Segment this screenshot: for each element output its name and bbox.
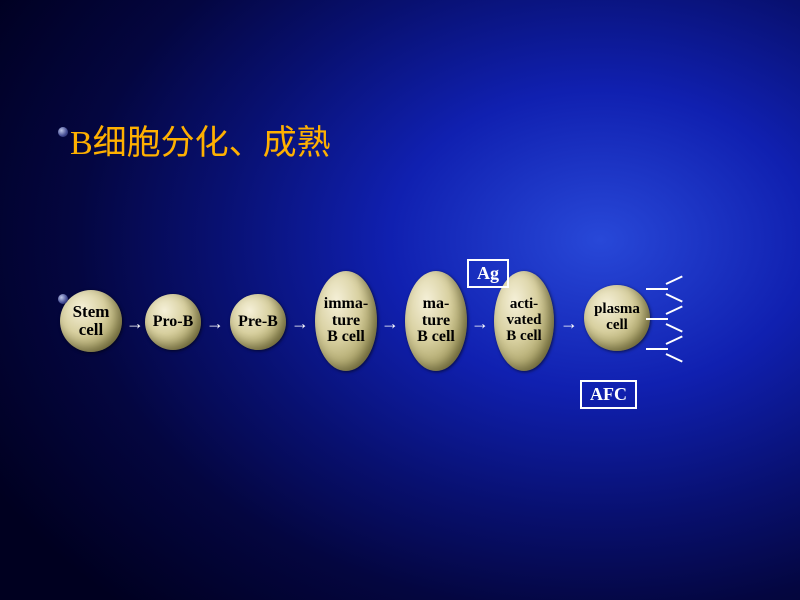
label-box-ag: Ag <box>467 259 509 288</box>
cell-prob: Pro-B <box>145 294 201 350</box>
antibody-icon <box>646 339 686 359</box>
label-box-afc: AFC <box>580 380 637 409</box>
slide-title: B细胞分化、成熟 <box>70 115 331 164</box>
arrow-2: → <box>291 313 309 334</box>
bullet-point <box>58 294 68 304</box>
bcell-diagram: Stem cell Pro-B Pre-B imma- ture B cell ma- … <box>60 265 780 405</box>
cell-mature: ma- ture B cell <box>405 271 467 371</box>
cell-preb: Pre-B <box>230 294 286 350</box>
bullet-point <box>58 127 68 137</box>
cell-plasma: plasma cell <box>584 285 650 351</box>
arrow-5: → <box>560 313 578 334</box>
arrow-1: → <box>206 313 224 334</box>
arrow-0: → <box>126 313 144 334</box>
antibody-icon <box>646 309 686 329</box>
antibody-icon <box>646 279 686 299</box>
arrow-3: → <box>381 313 399 334</box>
cell-immature: imma- ture B cell <box>315 271 377 371</box>
cell-stem: Stem cell <box>60 290 122 352</box>
arrow-4: → <box>471 313 489 334</box>
